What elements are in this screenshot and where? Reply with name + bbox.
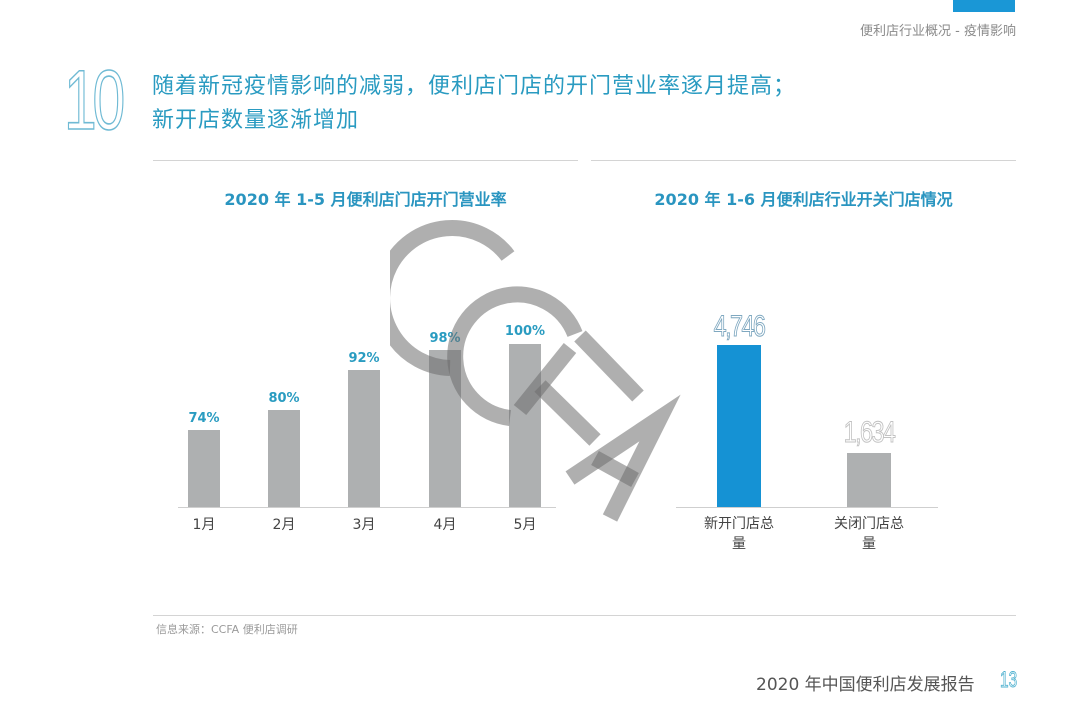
- chart1-value-label: 80%: [268, 391, 300, 406]
- section-tab-marker: [953, 0, 1015, 12]
- chart2-x-axis: [676, 507, 938, 508]
- chart2-title: 2020 年 1-6 月便利店行业开关门店情况: [654, 190, 953, 209]
- chart2-bar-closed-stores: [847, 453, 891, 507]
- chart1-x-label: 5月: [513, 517, 537, 533]
- chart1-x-label: 2月: [272, 517, 296, 533]
- slide-headline: 随着新冠疫情影响的减弱，便利店门店的开门营业率逐月提高； 新开店数量逐渐增加: [152, 70, 796, 138]
- right-chart-divider: [591, 160, 1016, 161]
- chart1-x-label: 1月: [192, 517, 216, 533]
- chart1-value-label: 92%: [348, 351, 380, 366]
- left-chart-divider: [153, 160, 578, 161]
- chart1-bar-jan: [188, 430, 220, 507]
- chart2-x-label: 新开门店总量: [704, 516, 774, 552]
- headline-line-1: 随着新冠疫情影响的减弱，便利店门店的开门营业率逐月提高；: [152, 74, 797, 99]
- chart2-value-label: 4,746: [713, 310, 766, 344]
- chart1-title: 2020 年 1-5 月便利店门店开门营业率: [224, 190, 507, 209]
- page-number: 13: [1000, 667, 1018, 693]
- source-divider: [153, 615, 1016, 616]
- chart2-value-label: 1,634: [843, 416, 896, 450]
- headline-line-2: 新开店数量逐渐增加: [152, 108, 360, 133]
- chart1-x-label: 4月: [433, 517, 457, 533]
- slide-number: 10: [63, 53, 125, 147]
- chart1-bar-feb: [268, 410, 300, 507]
- data-source-note: 信息来源：CCFA 便利店调研: [156, 623, 298, 636]
- section-label: 便利店行业概况 - 疫情影响: [860, 24, 1016, 39]
- chart1-x-label: 3月: [352, 517, 376, 533]
- chart1-x-axis: [178, 507, 556, 508]
- chart1-bar-mar: [348, 370, 380, 507]
- chart2-x-label: 关闭门店总量: [834, 516, 904, 552]
- chart2-bar-new-stores: [717, 345, 761, 507]
- chart1-value-label: 74%: [188, 411, 220, 426]
- report-title: 2020 年中国便利店发展报告: [756, 675, 975, 695]
